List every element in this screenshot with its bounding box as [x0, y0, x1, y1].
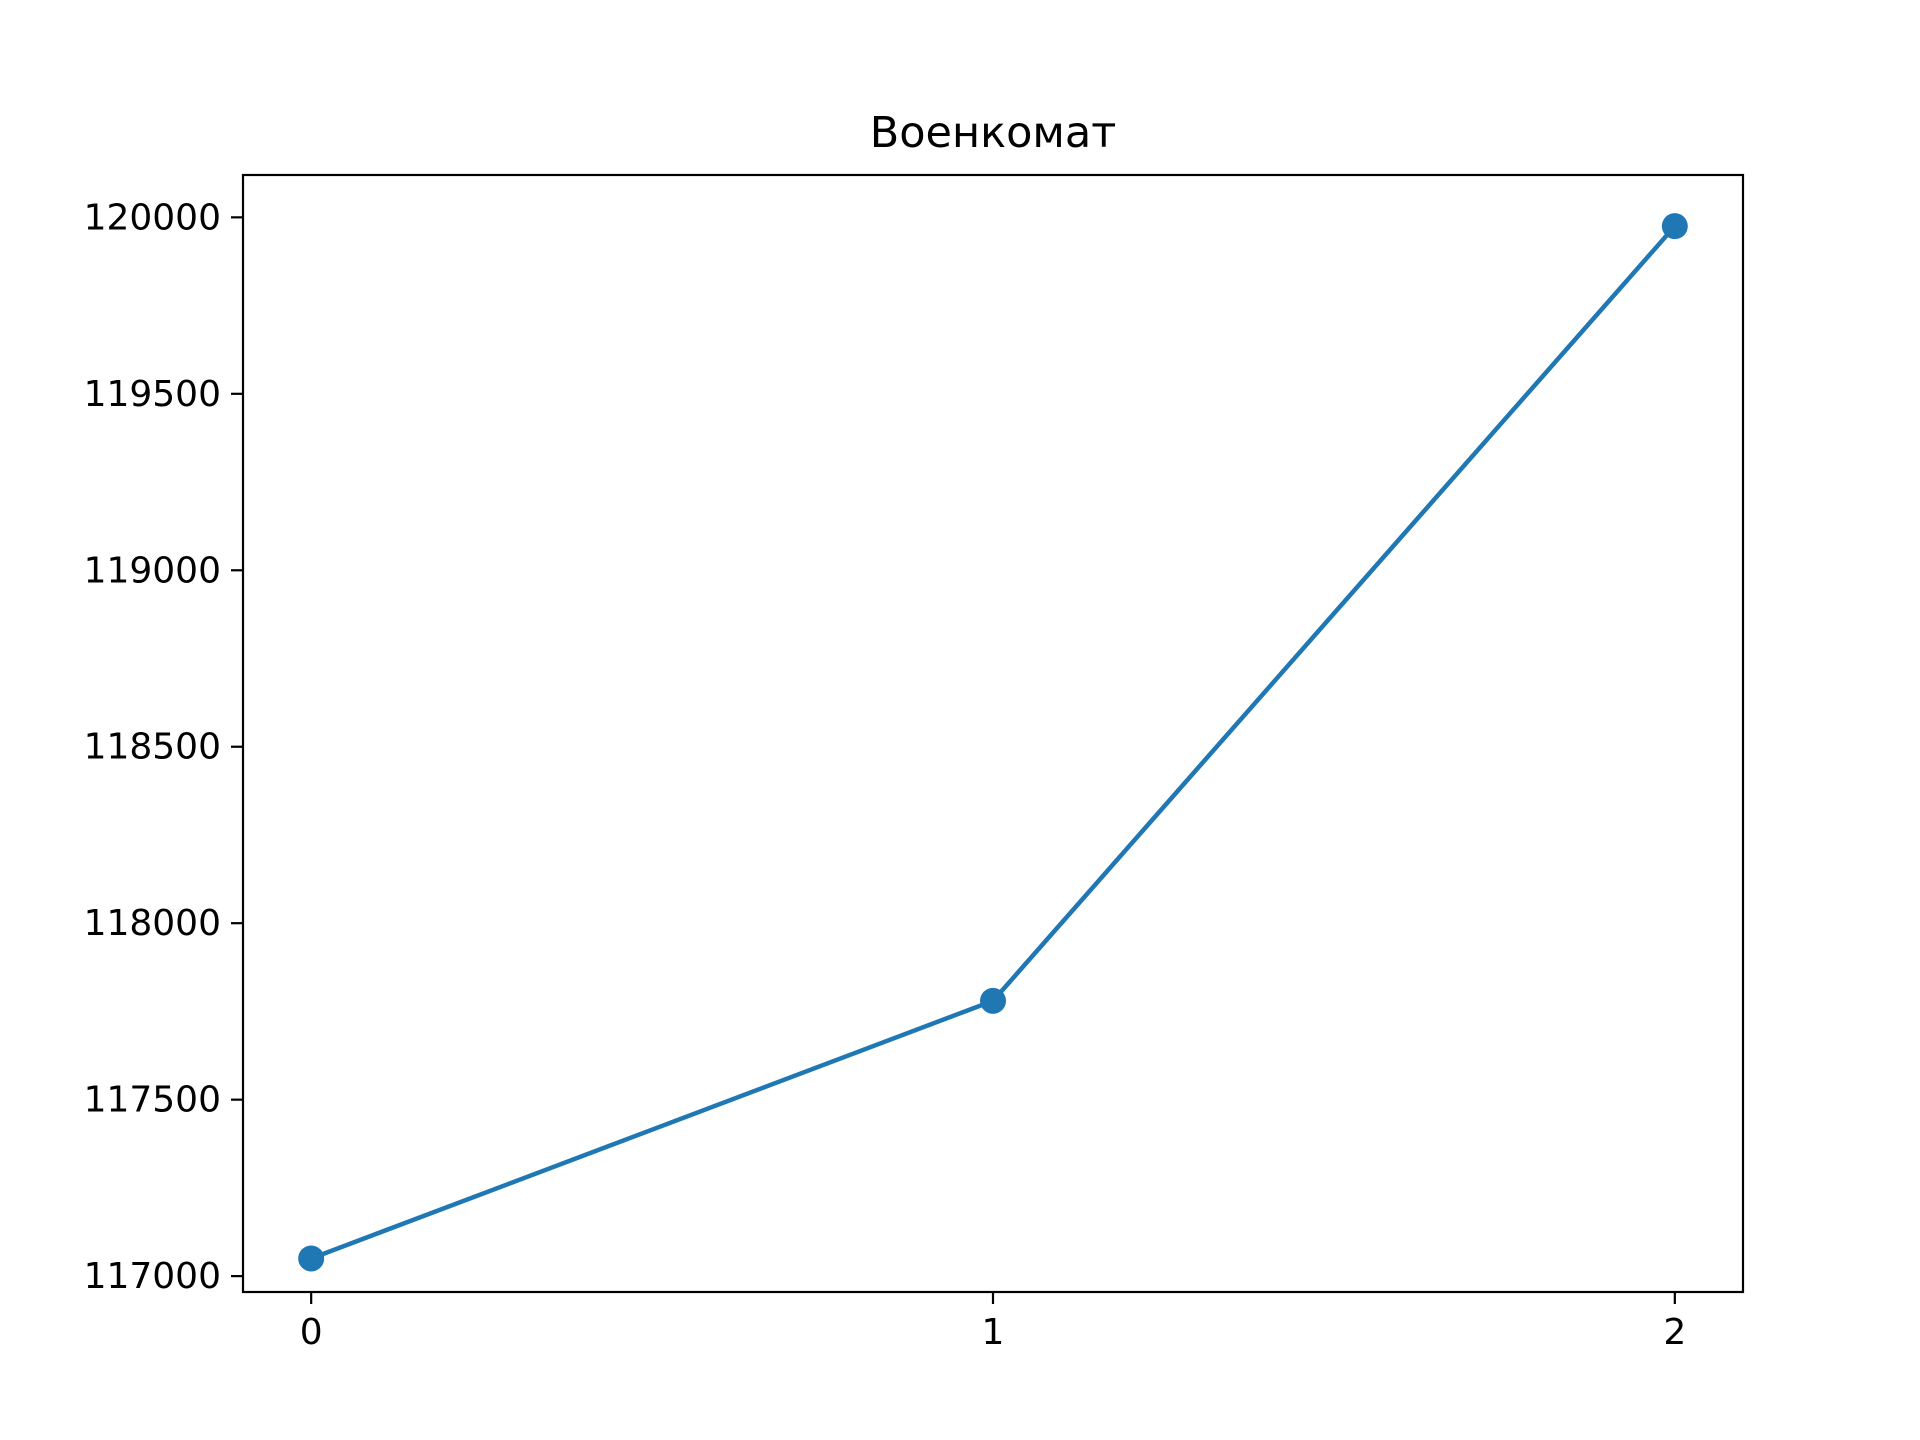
- chart-title: Военкомат: [870, 108, 1117, 158]
- data-point: [1661, 213, 1688, 240]
- y-tick-label: 117000: [84, 1256, 221, 1297]
- data-point: [980, 987, 1006, 1014]
- y-tick-label: 118500: [84, 727, 221, 768]
- x-tick-label: 2: [1663, 1312, 1686, 1353]
- y-tick-label: 120000: [84, 197, 221, 238]
- y-axis-ticks: 117000 117500 118000 118500 119000 119500 1200…: [84, 197, 243, 1297]
- x-axis-ticks: 0 1 2: [300, 1292, 1686, 1353]
- data-point: [298, 1245, 325, 1272]
- y-tick-label: 119500: [84, 374, 221, 415]
- y-tick-label: 118000: [84, 903, 221, 944]
- y-tick-label: 117500: [84, 1080, 221, 1121]
- x-tick-label: 0: [300, 1312, 323, 1353]
- plot-area-frame: [241, 173, 1745, 1294]
- series-layer: [298, 213, 1688, 1272]
- y-tick-label: 119000: [84, 550, 221, 591]
- x-tick-label: 1: [982, 1312, 1005, 1353]
